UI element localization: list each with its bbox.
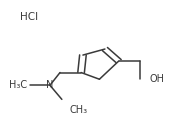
Text: CH₃: CH₃ bbox=[69, 105, 87, 115]
Text: N: N bbox=[46, 80, 54, 90]
Text: OH: OH bbox=[150, 74, 165, 84]
Text: HCl: HCl bbox=[20, 12, 38, 22]
Text: H₃C: H₃C bbox=[9, 80, 27, 90]
